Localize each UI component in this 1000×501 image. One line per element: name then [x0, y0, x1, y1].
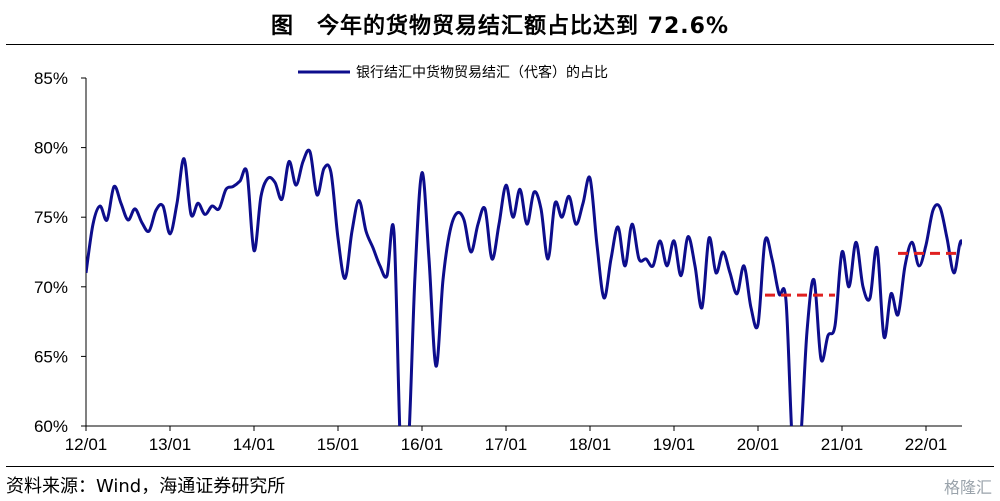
source-note: 资料来源：Wind，海通证券研究所 — [6, 476, 286, 497]
watermark: 格隆汇 — [943, 478, 992, 497]
x-tick-label: 12/01 — [65, 435, 108, 454]
x-tick-label: 18/01 — [569, 435, 612, 454]
y-tick-label: 75% — [34, 208, 68, 227]
source-rule — [6, 466, 994, 467]
legend: 银行结汇中货物贸易结汇（代客）的占比 — [298, 64, 608, 81]
x-tick-label: 16/01 — [401, 435, 444, 454]
x-tick-label: 21/01 — [821, 435, 864, 454]
y-tick-label: 60% — [34, 417, 68, 436]
y-axis-ticks: 60% 65% 70% 75% 80% 85% — [34, 69, 86, 436]
figure-title: 图 今年的货物贸易结汇额占比达到 72.6% — [271, 14, 729, 39]
x-tick-label: 20/01 — [737, 435, 780, 454]
series-line — [86, 148, 962, 426]
legend-label: 银行结汇中货物贸易结汇（代客）的占比 — [356, 64, 608, 81]
x-axis-ticks: 12/01 13/01 14/01 15/01 16/01 17/01 18/01 19/01… — [65, 426, 948, 454]
x-tick-label: 13/01 — [149, 435, 192, 454]
x-tick-label: 14/01 — [233, 435, 276, 454]
x-tick-label: 17/01 — [485, 435, 528, 454]
y-tick-label: 65% — [34, 347, 68, 366]
x-tick-label: 15/01 — [317, 435, 360, 454]
series-layer — [86, 148, 962, 426]
x-tick-label: 22/01 — [905, 435, 948, 454]
y-tick-label: 80% — [34, 139, 68, 158]
y-tick-label: 70% — [34, 278, 68, 297]
y-tick-label: 85% — [34, 69, 68, 88]
title-rule — [6, 44, 994, 45]
x-tick-label: 19/01 — [653, 435, 696, 454]
reference-lines — [765, 251, 961, 297]
